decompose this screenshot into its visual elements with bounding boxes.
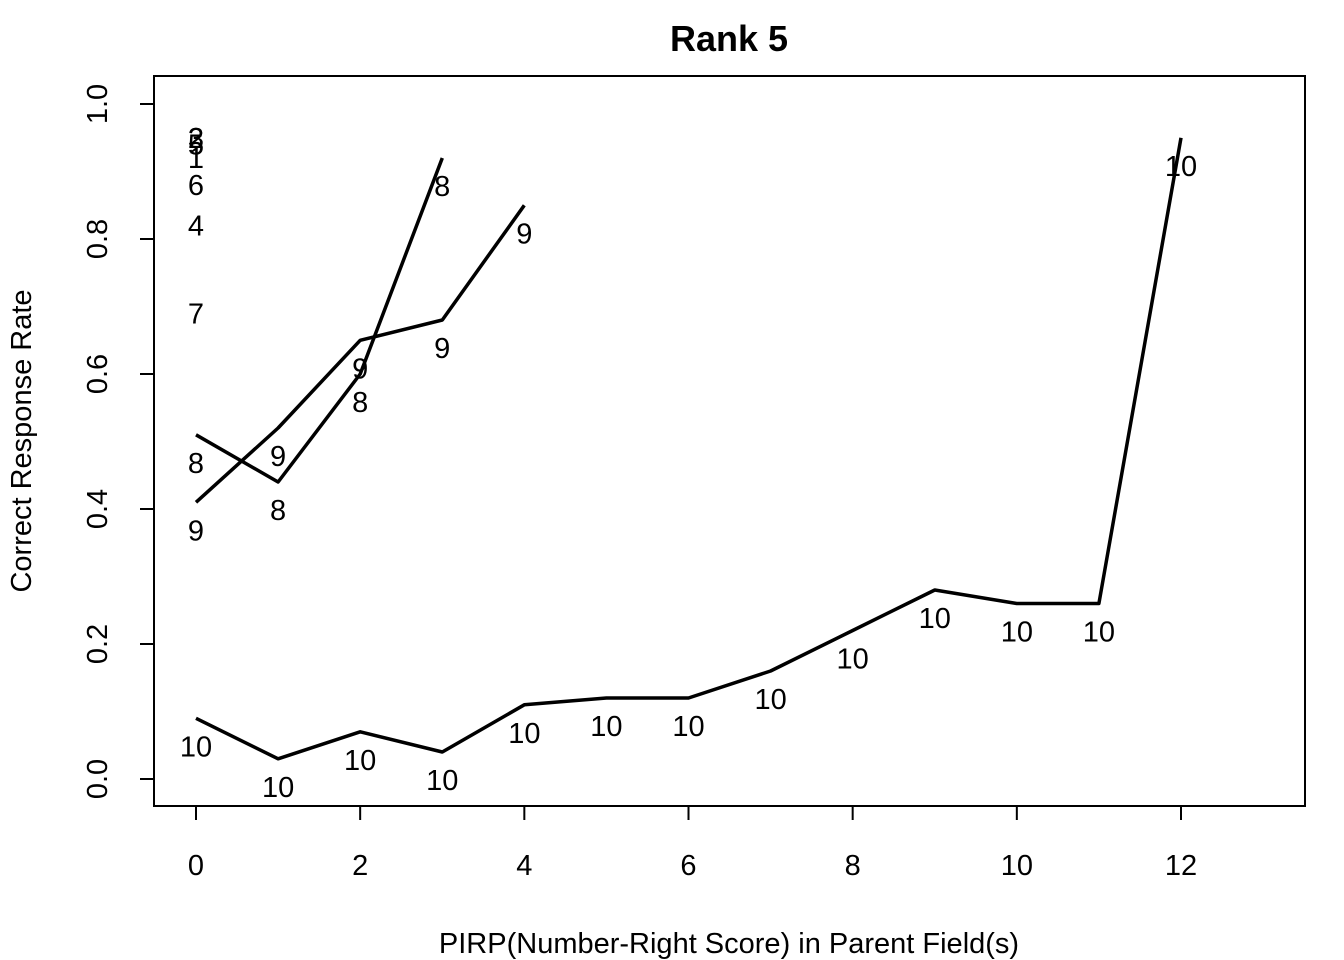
x-axis-title: PIRP(Number-Right Score) in Parent Field…: [439, 928, 1019, 960]
point-label-10: 10: [672, 711, 704, 743]
point-label-8: 8: [352, 387, 368, 419]
point-label-8: 8: [270, 495, 286, 527]
series-lines: [194, 137, 1183, 761]
point-label-10: 10: [590, 711, 622, 743]
x-tick-label: 6: [680, 850, 696, 882]
series-line-9: [194, 204, 526, 504]
point-label-10: 10: [837, 644, 869, 676]
y-tick-label: 0.6: [82, 354, 114, 394]
y-tick-label: 0.4: [82, 489, 114, 529]
point-label-5: 5: [188, 130, 204, 162]
y-tick-label: 0.2: [82, 624, 114, 664]
series-line-8: [195, 157, 444, 484]
point-label-9: 9: [188, 515, 204, 547]
point-label-10: 10: [262, 772, 294, 804]
point-label-2: 2: [188, 123, 204, 155]
point-label-6: 6: [188, 170, 204, 202]
x-tick-label: 0: [188, 850, 204, 882]
y-tick-label: 0.0: [82, 759, 114, 799]
x-axis: 0 2 4 6 8 10 12: [188, 805, 1197, 882]
x-tick-label: 8: [845, 850, 861, 882]
point-label-7: 7: [188, 298, 204, 330]
x-tick-label: 4: [516, 850, 532, 882]
series-line-10: [195, 137, 1183, 761]
x-tick-label: 12: [1165, 850, 1197, 882]
point-label-4: 4: [188, 211, 204, 243]
point-label-10: 10: [1001, 617, 1033, 649]
point-label-9: 9: [434, 333, 450, 365]
point-label-3: 3: [188, 123, 204, 155]
point-label-10: 10: [1083, 617, 1115, 649]
chart-title: Rank 5: [670, 18, 788, 59]
y-axis: 0.0 0.2 0.4 0.6 0.8 1.0: [82, 84, 155, 799]
point-label-8: 8: [188, 448, 204, 480]
point-label-10: 10: [919, 603, 951, 635]
point-label-10: 10: [508, 718, 540, 750]
point-label-10: 10: [1165, 151, 1197, 183]
point-label-9: 9: [352, 353, 368, 385]
point-label-10: 10: [754, 684, 786, 716]
y-tick-label: 1.0: [82, 84, 114, 124]
point-label-8: 8: [434, 171, 450, 203]
y-tick-label: 0.8: [82, 219, 114, 259]
point-label-1: 1: [188, 143, 204, 175]
x-tick-label: 2: [352, 850, 368, 882]
x-tick-label: 10: [1001, 850, 1033, 882]
point-label-10: 10: [426, 765, 458, 797]
y-axis-title: Correct Response Rate: [6, 289, 38, 592]
plot-frame: [153, 75, 1306, 807]
point-label-9: 9: [516, 218, 532, 250]
point-label-9: 9: [270, 441, 286, 473]
point-label-10: 10: [180, 731, 212, 763]
point-label-10: 10: [344, 745, 376, 777]
